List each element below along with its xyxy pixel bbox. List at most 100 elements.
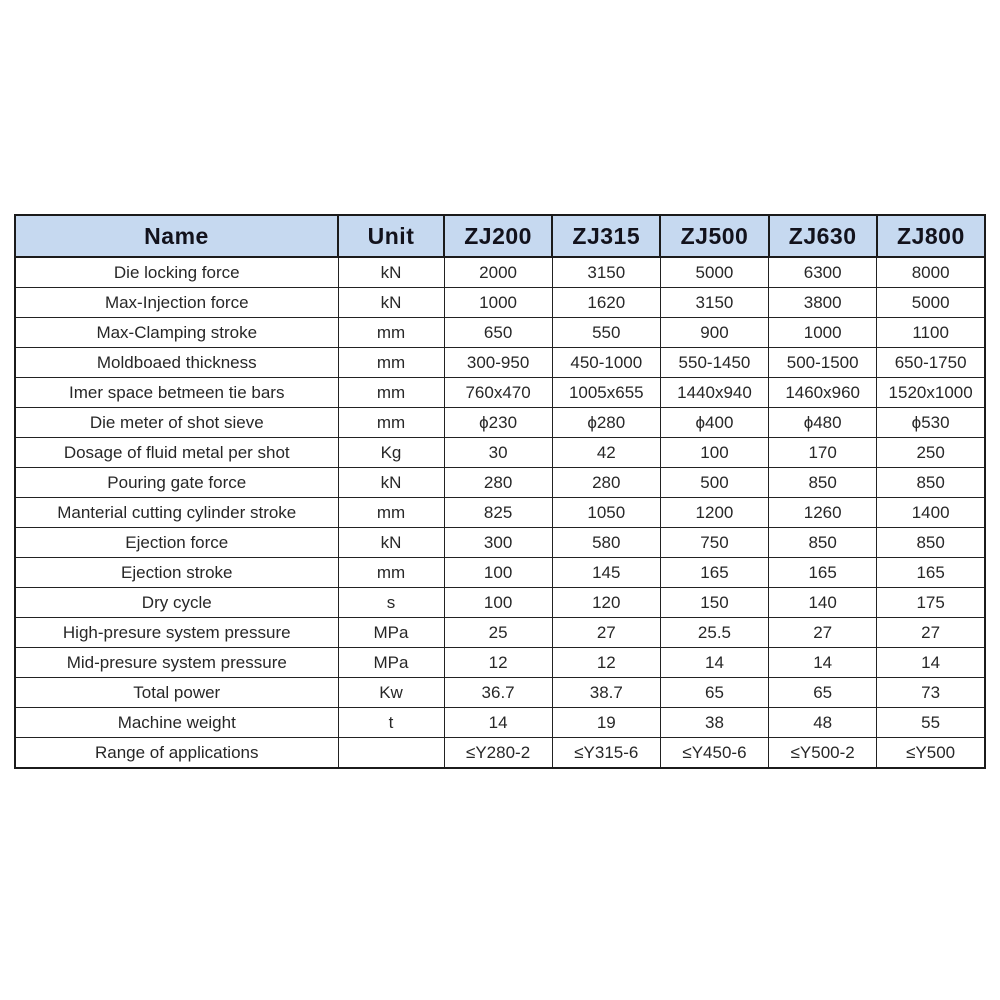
table-row: Die meter of shot sieve mm ϕ230 ϕ280 ϕ400 ϕ48…	[14, 407, 986, 438]
row-unit-cell: kN	[337, 467, 445, 498]
value-cell: 650	[443, 317, 553, 348]
row-unit-cell: s	[337, 587, 445, 618]
value-cell: 3150	[659, 287, 770, 318]
row-name-cell: Ejection stroke	[14, 557, 339, 588]
table-row: Moldboaed thickness mm 300-950 450-1000 550-…	[14, 347, 986, 378]
value-cell: 850	[876, 467, 986, 498]
value-cell: 1005x655	[551, 377, 661, 408]
value-cell: 48	[768, 707, 878, 738]
table-row: Dosage of fluid metal per shot Kg 30 42 100 1…	[14, 437, 986, 468]
table-row: Max-Injection force kN 1000 1620 3150 3800 500…	[14, 287, 986, 318]
table-row: High-presure system pressure MPa 25 27 25.5 2…	[14, 617, 986, 648]
row-unit-cell: mm	[337, 377, 445, 408]
table-row: Die locking force kN 2000 3150 5000 6300 8000	[14, 256, 986, 288]
value-cell: 27	[876, 617, 986, 648]
spec-table-header: Name Unit ZJ200 ZJ315 ZJ500 ZJ630 ZJ800	[14, 214, 987, 258]
table-row: Range of applications ≤Y280-2 ≤Y315-6 ≤Y450…	[14, 737, 986, 769]
row-unit-cell: mm	[337, 557, 445, 588]
row-name-cell: Total power	[14, 677, 339, 708]
value-cell: 38	[659, 707, 770, 738]
value-cell: 3800	[768, 287, 878, 318]
value-cell: 5000	[659, 256, 770, 288]
value-cell: ϕ280	[551, 407, 661, 438]
value-cell: 5000	[876, 287, 986, 318]
row-name-cell: Dry cycle	[14, 587, 339, 618]
column-header-zj200: ZJ200	[442, 214, 554, 258]
spec-table-body: Die locking force kN 2000 3150 5000 6300 8000 M…	[14, 256, 986, 769]
row-name-cell: Die meter of shot sieve	[14, 407, 339, 438]
value-cell: ≤Y500	[876, 737, 986, 769]
value-cell: 140	[768, 587, 878, 618]
value-cell: 120	[551, 587, 661, 618]
row-name-cell: Machine weight	[14, 707, 339, 738]
value-cell: ≤Y500-2	[768, 737, 878, 769]
value-cell: 1440x940	[659, 377, 770, 408]
row-name-cell: Die locking force	[14, 256, 339, 288]
value-cell: 250	[876, 437, 986, 468]
value-cell: 550-1450	[659, 347, 770, 378]
value-cell: ϕ530	[876, 407, 986, 438]
value-cell: 1050	[551, 497, 661, 528]
column-header-zj315: ZJ315	[551, 214, 662, 258]
table-row: Imer space betmeen tie bars mm 760x470 1005…	[14, 377, 986, 408]
value-cell: 3150	[551, 256, 661, 288]
value-cell: ≤Y315-6	[551, 737, 661, 769]
value-cell: 760x470	[443, 377, 553, 408]
table-row: Max-Clamping stroke mm 650 550 900 1000 1100	[14, 317, 986, 348]
value-cell: 100	[443, 587, 553, 618]
row-unit-cell: mm	[337, 317, 445, 348]
row-unit-cell: MPa	[337, 647, 445, 678]
value-cell: 300-950	[443, 347, 553, 378]
value-cell: 14	[768, 647, 878, 678]
value-cell: 42	[551, 437, 661, 468]
value-cell: 550	[551, 317, 661, 348]
value-cell: 175	[876, 587, 986, 618]
value-cell: 500-1500	[768, 347, 878, 378]
row-unit-cell: kN	[337, 527, 445, 558]
row-name-cell: High-presure system pressure	[14, 617, 339, 648]
row-name-cell: Dosage of fluid metal per shot	[14, 437, 339, 468]
column-header-name: Name	[14, 214, 339, 258]
value-cell: ≤Y450-6	[659, 737, 770, 769]
value-cell: 145	[551, 557, 661, 588]
table-row: Machine weight t 14 19 38 48 55	[14, 707, 986, 738]
row-name-cell: Max-Clamping stroke	[14, 317, 339, 348]
table-row: Mid-presure system pressure MPa 12 12 14 14 14	[14, 647, 986, 678]
value-cell: 1620	[551, 287, 661, 318]
row-name-cell: Imer space betmeen tie bars	[14, 377, 339, 408]
row-unit-cell: Kg	[337, 437, 445, 468]
value-cell: 25.5	[659, 617, 770, 648]
value-cell: 6300	[768, 256, 878, 288]
value-cell: 280	[551, 467, 661, 498]
value-cell: 1400	[876, 497, 986, 528]
row-unit-cell: mm	[337, 497, 445, 528]
value-cell: 850	[768, 467, 878, 498]
row-name-cell: Moldboaed thickness	[14, 347, 339, 378]
column-header-unit: Unit	[337, 214, 445, 258]
value-cell: 8000	[876, 256, 986, 288]
header-row: Name Unit ZJ200 ZJ315 ZJ500 ZJ630 ZJ800	[14, 214, 987, 258]
value-cell: 2000	[443, 256, 553, 288]
value-cell: 65	[659, 677, 770, 708]
value-cell: 300	[443, 527, 553, 558]
row-unit-cell: MPa	[337, 617, 445, 648]
spec-table: Name Unit ZJ200 ZJ315 ZJ500 ZJ630 ZJ800 Die lo…	[14, 214, 987, 769]
value-cell: 14	[443, 707, 553, 738]
value-cell: 650-1750	[876, 347, 986, 378]
table-row: Pouring gate force kN 280 280 500 850 850	[14, 467, 986, 498]
column-header-zj500: ZJ500	[659, 214, 770, 258]
value-cell: ϕ400	[659, 407, 770, 438]
row-unit-cell: mm	[337, 347, 445, 378]
value-cell: 750	[659, 527, 770, 558]
value-cell: 1000	[768, 317, 878, 348]
row-unit-cell: kN	[337, 287, 445, 318]
value-cell: 165	[768, 557, 878, 588]
row-name-cell: Range of applications	[14, 737, 339, 769]
value-cell: 450-1000	[551, 347, 661, 378]
value-cell: 55	[876, 707, 986, 738]
value-cell: 12	[443, 647, 553, 678]
column-header-zj630: ZJ630	[767, 214, 878, 258]
table-row: Total power Kw 36.7 38.7 65 65 73	[14, 677, 986, 708]
value-cell: 1200	[659, 497, 770, 528]
